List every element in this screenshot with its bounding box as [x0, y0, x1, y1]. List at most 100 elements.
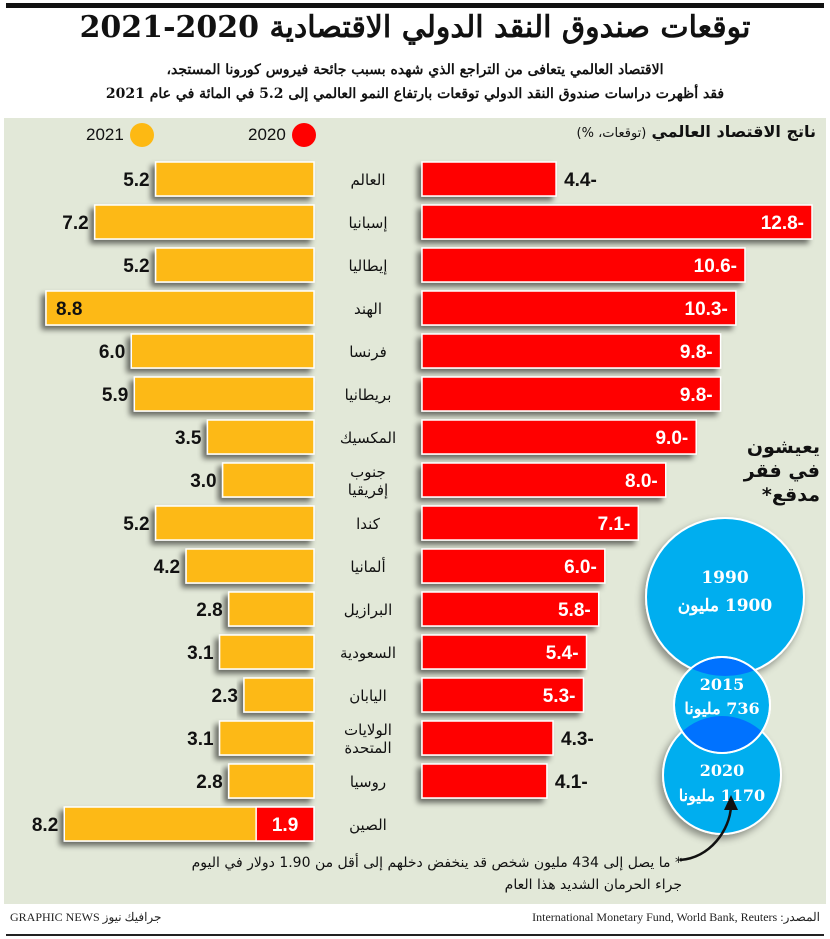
bar-2021 — [93, 204, 315, 240]
bar-label-2020: 12.8- — [761, 213, 804, 234]
bar-label-2020: 10.3- — [685, 299, 728, 320]
bar-2020 — [421, 333, 722, 369]
bar-label-2020: 4.4- — [564, 170, 597, 191]
category-label: ألمانيا — [350, 557, 385, 576]
bubble-2015-outline — [673, 656, 771, 754]
poverty-title: يعيشون في فقر مدقع* — [744, 435, 820, 507]
bar-label-2021: 3.1 — [187, 643, 214, 664]
bar-label-2020: 9.0- — [655, 428, 688, 449]
bar-2020 — [421, 376, 722, 412]
bubble-value-label: 1900 مليون — [678, 596, 773, 616]
subtitle-line-2: فقد أظهرت دراسات صندوق النقد الدولي توقع… — [105, 86, 725, 102]
bar-2020 — [421, 548, 606, 584]
category-label: اليابان — [349, 687, 387, 705]
bar-label-2021: 2.3 — [212, 686, 238, 707]
bar-label-2021: 3.5 — [175, 428, 202, 449]
footnote-line-1: * ما يصل إلى 434 مليون شخص قد ينخفض دخله… — [191, 855, 682, 871]
bar-2020 — [421, 204, 813, 240]
category-label: إيطاليا — [349, 257, 388, 275]
category-label: المكسيك — [340, 429, 396, 447]
bar-2020 — [421, 763, 548, 799]
chart-heading: ناتج الاقتصاد العالمي (توقعات، %) — [577, 122, 816, 141]
bar-2021 — [133, 376, 315, 412]
bar-label-2020: 5.4- — [546, 643, 579, 664]
bar-label-2021: 8.8 — [56, 299, 82, 320]
bar-label-2020: 7.1- — [598, 514, 631, 535]
source-credit: المصدر: International Monetary Fund, Wor… — [532, 910, 820, 924]
subtitle-line-1: الاقتصاد العالمي يتعافى من التراجع الذي … — [166, 62, 664, 78]
category-label: البرازيل — [344, 601, 393, 619]
bar-2020 — [421, 462, 667, 498]
bar-2020 — [255, 806, 315, 842]
bar-2021 — [130, 333, 315, 369]
bar-label-2021: 5.9 — [102, 385, 128, 406]
bar-label-2020: 9.8- — [680, 342, 713, 363]
category-label: العالم — [350, 171, 385, 189]
bar-2020 — [421, 161, 557, 197]
bar-2020 — [421, 247, 746, 283]
bar-2021 — [206, 419, 315, 455]
bar-label-2021: 8.2 — [32, 815, 58, 836]
bar-label-2021: 3.0 — [190, 471, 216, 492]
category-label: إسبانيا — [348, 214, 387, 232]
footnote-arrow-icon — [679, 805, 733, 862]
bar-2021 — [221, 462, 315, 498]
bubble-value-label: 1170 مليونا — [679, 786, 765, 806]
bar-2021 — [218, 720, 315, 756]
poverty-title-line-1: يعيشون — [746, 436, 820, 458]
category-label: إفريقيا — [348, 481, 388, 499]
bubble-value-label: 736 مليونا — [684, 699, 759, 719]
footer-rule — [6, 934, 824, 936]
bar-2021 — [154, 247, 315, 283]
category-label: المتحدة — [344, 739, 391, 757]
bar-label-2020: 4.1- — [555, 772, 588, 793]
legend-item-2020: 2020 — [248, 123, 316, 147]
footnote: * ما يصل إلى 434 مليون شخص قد ينخفض دخله… — [0, 853, 682, 896]
bar-label-2020: 1.9 — [272, 815, 298, 836]
bar-2021 — [154, 161, 315, 197]
bar-label-2020: 5.3- — [543, 686, 576, 707]
bar-label-2020: 4.3- — [561, 729, 594, 750]
chart-heading-main: ناتج الاقتصاد العالمي — [651, 122, 816, 141]
bar-2020 — [421, 720, 554, 756]
bar-2021 — [227, 591, 315, 627]
legend-item-2021: 2021 — [86, 123, 154, 147]
bar-label-2021: 2.8 — [196, 772, 222, 793]
legend-dot-2021-icon — [129, 123, 154, 147]
bar-label-2021: 6.0 — [99, 342, 125, 363]
bar-2020 — [421, 290, 737, 326]
bars-layer: 5.2 4.4- العالم 7.2 12.8- إسبانيا 5.2 10.6- إيطا… — [32, 161, 813, 842]
footnote-line-2: جراء الحرمان الشديد هذا العام — [504, 876, 682, 893]
bar-label-2021: 5.2 — [123, 170, 149, 191]
bar-label-2021: 7.2 — [62, 213, 88, 234]
bubble-year-label: 2020 — [700, 761, 745, 780]
category-label: روسيا — [350, 773, 386, 791]
legend-dot-2020-icon — [291, 123, 316, 147]
poverty-title-line-3: مدقع* — [761, 484, 820, 507]
bar-label-2020: 6.0- — [564, 557, 597, 578]
bar-label-2020: 5.8- — [558, 600, 591, 621]
bar-2021 — [243, 677, 315, 713]
page-title: توقعات صندوق النقد الدولي الاقتصادية 202… — [79, 10, 751, 45]
bar-2021 — [154, 505, 315, 541]
poverty-bubbles: 1990 1900 مليون 2015 736 مليونا 2020 1170 ملي… — [645, 517, 805, 835]
bar-2020 — [421, 677, 585, 713]
bubble-overlap-2015-2020 — [675, 716, 769, 752]
bar-2020 — [421, 419, 697, 455]
bubble-year-label: 1990 — [701, 568, 748, 588]
bar-label-2021: 5.2 — [123, 514, 149, 535]
bar-label-2021: 5.2 — [123, 256, 149, 277]
category-label: السعودية — [340, 644, 396, 662]
bar-label-2020: 10.6- — [694, 256, 737, 277]
brand-credit: GRAPHIC NEWS جرافيك نيوز — [10, 910, 162, 924]
bar-label-2021: 4.2 — [154, 557, 180, 578]
top-rule — [6, 3, 824, 8]
bar-label-2020: 8.0- — [625, 471, 658, 492]
legend-label-2021: 2021 — [86, 125, 124, 144]
bar-2020 — [421, 505, 640, 541]
poverty-title-line-2: في فقر — [743, 460, 820, 483]
bar-2021 — [218, 634, 315, 670]
bubble-year-label: 2015 — [700, 675, 745, 694]
bar-2021 — [227, 763, 315, 799]
